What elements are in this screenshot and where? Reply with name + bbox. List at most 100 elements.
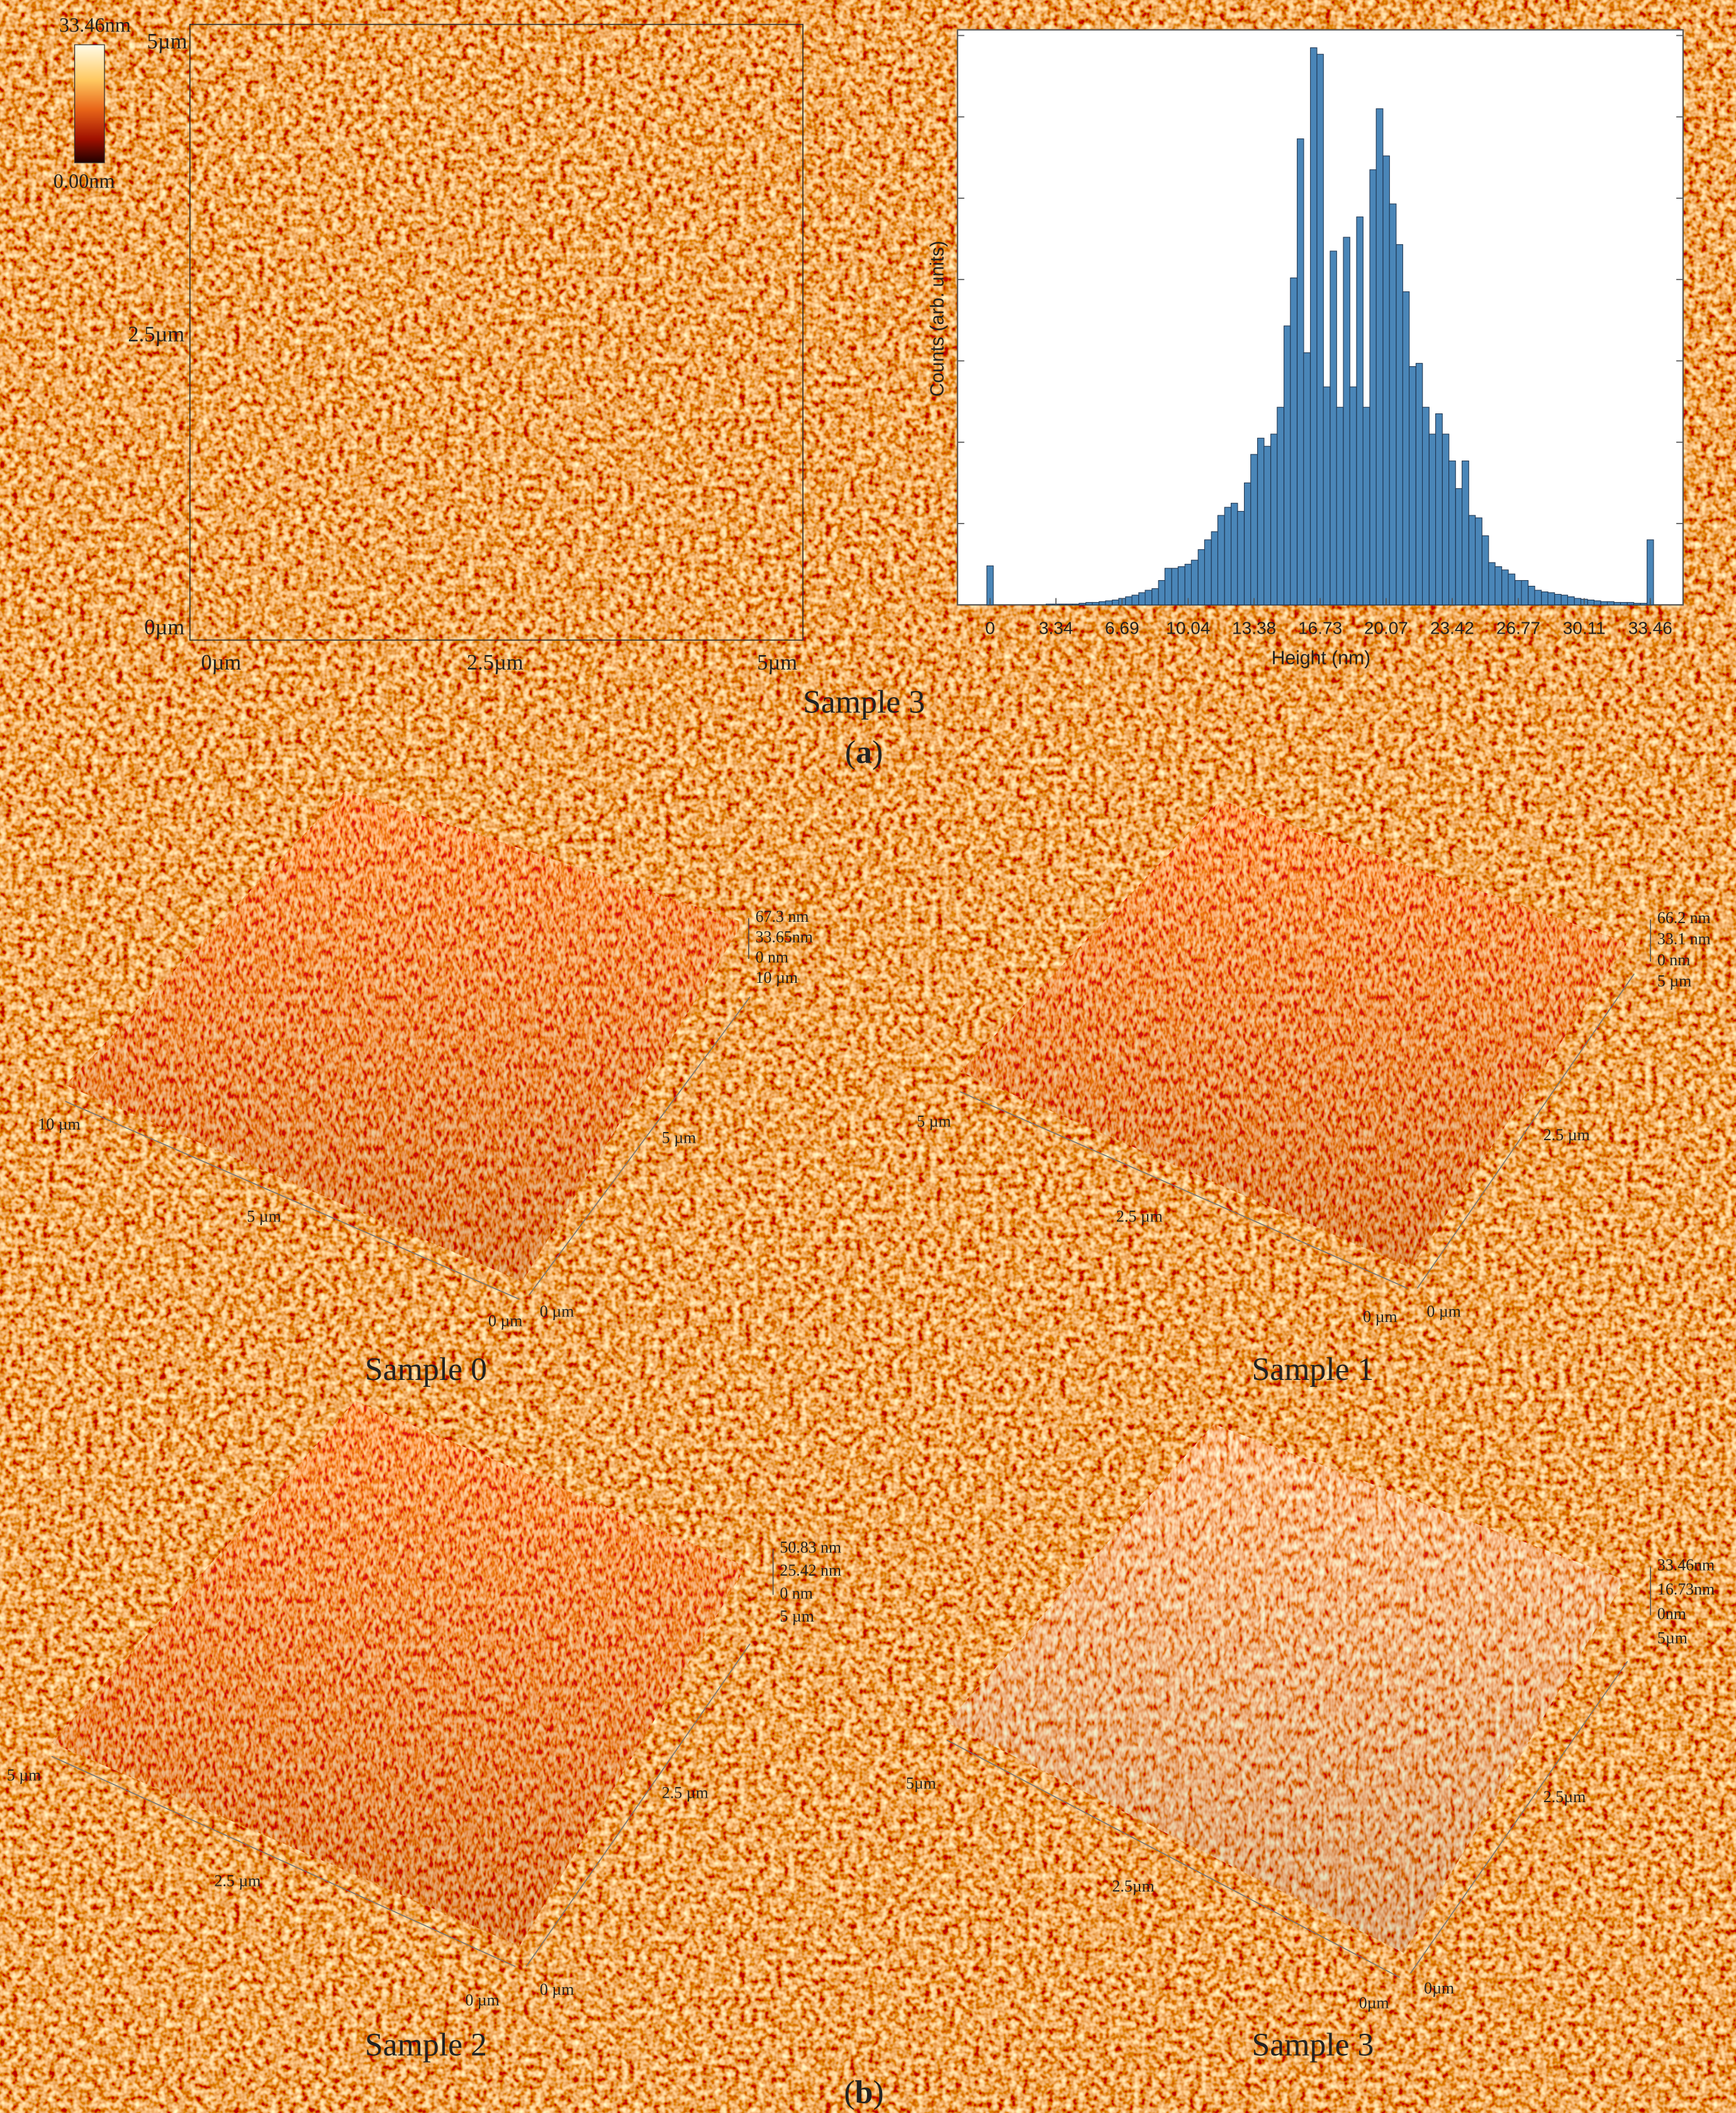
x-tick-label: 16.73 [1298, 618, 1342, 637]
map-x-label: 0µm [201, 651, 241, 675]
axis-label: 10 µm [38, 1115, 80, 1133]
z-label: 0 nm [1657, 951, 1690, 969]
y-axis-label: Counts (arb. units) [927, 240, 948, 396]
bar [1508, 573, 1516, 605]
histogram-bars [986, 47, 1654, 605]
axis-label: 0µm [1424, 1979, 1454, 1997]
axis-label: 0 µm [488, 1311, 522, 1330]
x-axis-label: Height (nm) [1272, 647, 1371, 668]
z-label: 10 µm [756, 968, 798, 987]
axis-label: 0 µm [1426, 1302, 1460, 1320]
bar [1164, 568, 1172, 605]
axis-line [528, 996, 751, 1296]
x-tick-label: 3.34 [1039, 618, 1073, 637]
axis-label: 0 µm [465, 1991, 499, 2009]
z-label: 33.1 nm [1657, 930, 1711, 948]
bar [1231, 503, 1238, 605]
letter: a [856, 734, 872, 770]
bar [1270, 434, 1278, 605]
map-y-label: 0µm [144, 615, 184, 639]
bar [1323, 386, 1331, 605]
paren: ( [845, 734, 856, 770]
paren: ) [873, 2075, 883, 2110]
axis-label: 5 µm [7, 1766, 41, 1784]
axis-line [65, 1101, 520, 1300]
bar [1330, 250, 1337, 605]
bar [1217, 515, 1225, 605]
bar [1263, 446, 1271, 605]
bar [1092, 602, 1100, 605]
bar [1112, 599, 1119, 605]
bar [1633, 603, 1641, 605]
bar [1059, 603, 1067, 605]
bar [1197, 549, 1206, 605]
bar [1620, 602, 1628, 605]
bar [1244, 482, 1252, 605]
bar [1138, 592, 1146, 605]
axis-line [525, 1643, 751, 1967]
caption: Sample 0 [365, 1352, 487, 1387]
bar [1297, 138, 1304, 605]
bar [1224, 507, 1232, 605]
bar [1336, 406, 1344, 605]
axis-label: 5µm [906, 1774, 936, 1792]
z-label: 67.3 nm [756, 907, 809, 926]
bar [1072, 603, 1080, 605]
map-y-label: 5µm [147, 30, 188, 53]
axis-label: 0 µm [540, 1302, 574, 1320]
bar [1541, 591, 1548, 605]
caption: Sample 2 [365, 2027, 487, 2063]
bar [1065, 603, 1073, 605]
axis-label: 0 µm [1363, 1308, 1397, 1326]
axis-label: 2.5 µm [215, 1872, 261, 1890]
bar [1396, 244, 1403, 605]
axis-label: 5 µm [917, 1113, 951, 1131]
bar [1277, 406, 1284, 605]
z-label: 5µm [1657, 1629, 1688, 1647]
bar [1204, 539, 1212, 605]
bar [1494, 566, 1503, 605]
bar [1389, 203, 1397, 605]
axis-label: 2.5 µm [662, 1783, 708, 1802]
bar [1190, 559, 1199, 605]
bar [1534, 590, 1542, 605]
caption: Sample 1 [1252, 1352, 1374, 1387]
bar [1158, 580, 1166, 605]
axis-label: 5 µm [247, 1207, 281, 1225]
bar [1316, 53, 1324, 605]
map-frame [189, 23, 804, 641]
bar [1369, 169, 1377, 605]
bar [1462, 460, 1469, 605]
axis-line [946, 1739, 1400, 1978]
paren: ( [844, 2075, 854, 2110]
bar [1145, 590, 1153, 605]
x-tick-label: 10.04 [1166, 618, 1210, 637]
bar [1600, 601, 1608, 605]
z-label: 50.83 nm [780, 1538, 841, 1556]
bar [1593, 600, 1601, 605]
bar [1349, 386, 1357, 605]
surface-shade [946, 1424, 1625, 1953]
bar [1554, 593, 1562, 605]
bar [1402, 291, 1410, 605]
z-label: 66.2 nm [1657, 909, 1711, 927]
bar [1455, 488, 1463, 605]
bar [1567, 596, 1575, 605]
afm-map [189, 24, 804, 641]
axis-line [1409, 1661, 1628, 1974]
bar [1131, 595, 1140, 605]
surface-shade [65, 790, 744, 1282]
panel-label: (b) [844, 2075, 883, 2110]
bar [1375, 108, 1384, 605]
map-x-label: 2.5µm [467, 651, 524, 675]
letter: b [855, 2075, 873, 2110]
axis-line [1416, 973, 1635, 1289]
map-y-label: 2.5µm [128, 322, 184, 346]
bar [1125, 596, 1133, 605]
axis-label: 2.5 µm [1543, 1126, 1590, 1144]
z-label: 25.42 nm [780, 1561, 841, 1579]
bar [1171, 568, 1179, 605]
colorbar-min: 0.00nm [53, 169, 115, 192]
